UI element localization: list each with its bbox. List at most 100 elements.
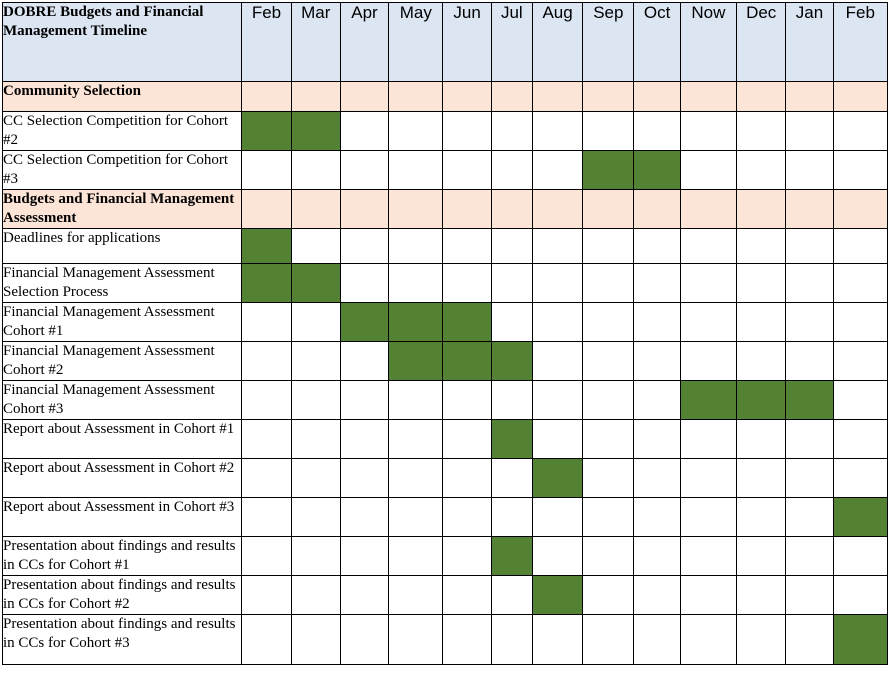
table-title: DOBRE Budgets and Financial Management T… bbox=[1, 2, 243, 82]
timeline-cell-active bbox=[679, 380, 738, 420]
timeline-cell bbox=[785, 263, 834, 303]
timeline-cell bbox=[679, 189, 738, 229]
task-row: CC Selection Competition for Cohort #2 bbox=[1, 111, 889, 151]
timeline-cell bbox=[832, 228, 889, 264]
month-header: May bbox=[388, 2, 444, 82]
timeline-cell bbox=[241, 189, 292, 229]
timeline-cell bbox=[785, 536, 834, 576]
timeline-cell-active bbox=[388, 302, 444, 342]
timeline-cell bbox=[339, 614, 390, 665]
timeline-cell bbox=[633, 341, 681, 381]
timeline-cell bbox=[531, 111, 584, 151]
month-header: Aug bbox=[531, 2, 584, 82]
timeline-cell-active bbox=[290, 111, 341, 151]
timeline-cell bbox=[679, 614, 738, 665]
header-row: DOBRE Budgets and Financial Management T… bbox=[1, 2, 889, 82]
timeline-cell bbox=[582, 419, 635, 459]
timeline-cell bbox=[241, 419, 292, 459]
timeline-cell bbox=[736, 536, 787, 576]
timeline-cell bbox=[490, 150, 533, 190]
timeline-cell bbox=[679, 302, 738, 342]
timeline-cell bbox=[785, 419, 834, 459]
task-row: Deadlines for applications bbox=[1, 228, 889, 264]
timeline-cell bbox=[442, 419, 492, 459]
timeline-cell bbox=[490, 263, 533, 303]
timeline-cell bbox=[388, 81, 444, 112]
timeline-cell bbox=[736, 111, 787, 151]
timeline-cell bbox=[241, 380, 292, 420]
task-row: Report about Assessment in Cohort #3 bbox=[1, 497, 889, 537]
timeline-cell bbox=[442, 614, 492, 665]
timeline-cell bbox=[785, 302, 834, 342]
month-header: Jun bbox=[442, 2, 492, 82]
task-label: Financial Management Assessment Selectio… bbox=[1, 263, 243, 303]
timeline-cell bbox=[736, 614, 787, 665]
timeline-cell bbox=[241, 575, 292, 615]
timeline-cell bbox=[442, 150, 492, 190]
timeline-cell bbox=[582, 189, 635, 229]
timeline-cell bbox=[290, 575, 341, 615]
month-header: Feb bbox=[832, 2, 889, 82]
timeline-cell bbox=[582, 81, 635, 112]
timeline-cell bbox=[490, 228, 533, 264]
timeline-cell bbox=[832, 419, 889, 459]
month-header: Now bbox=[679, 2, 738, 82]
timeline-cell bbox=[736, 419, 787, 459]
timeline-cell bbox=[290, 189, 341, 229]
timeline-cell bbox=[736, 228, 787, 264]
timeline-cell bbox=[736, 150, 787, 190]
timeline-cell bbox=[339, 111, 390, 151]
timeline-cell bbox=[633, 536, 681, 576]
timeline-cell bbox=[442, 81, 492, 112]
timeline-cell bbox=[582, 228, 635, 264]
timeline-cell bbox=[679, 341, 738, 381]
timeline-cell bbox=[633, 380, 681, 420]
timeline-cell bbox=[679, 228, 738, 264]
timeline-cell bbox=[388, 614, 444, 665]
timeline-cell bbox=[785, 189, 834, 229]
timeline-cell bbox=[442, 228, 492, 264]
task-label: Report about Assessment in Cohort #2 bbox=[1, 458, 243, 498]
timeline-cell bbox=[736, 497, 787, 537]
timeline-cell bbox=[388, 419, 444, 459]
timeline-cell-active bbox=[388, 341, 444, 381]
timeline-cell bbox=[582, 497, 635, 537]
timeline-cell bbox=[290, 81, 341, 112]
timeline-cell-active bbox=[442, 341, 492, 381]
timeline-cell bbox=[785, 458, 834, 498]
timeline-cell bbox=[679, 111, 738, 151]
timeline-cell bbox=[290, 458, 341, 498]
section-row: Community Selection bbox=[1, 81, 889, 112]
timeline-cell bbox=[832, 458, 889, 498]
timeline-cell bbox=[339, 575, 390, 615]
month-header: Apr bbox=[339, 2, 390, 82]
timeline-cell bbox=[241, 81, 292, 112]
timeline-cell bbox=[736, 302, 787, 342]
task-label: Deadlines for applications bbox=[1, 228, 243, 264]
timeline-cell bbox=[490, 189, 533, 229]
timeline-cell bbox=[832, 81, 889, 112]
timeline-cell bbox=[785, 341, 834, 381]
timeline-cell bbox=[531, 341, 584, 381]
timeline-cell bbox=[388, 458, 444, 498]
timeline-cell bbox=[490, 380, 533, 420]
timeline-cell bbox=[531, 536, 584, 576]
timeline-cell bbox=[490, 575, 533, 615]
timeline-cell bbox=[531, 189, 584, 229]
month-header: Oct bbox=[633, 2, 681, 82]
timeline-cell bbox=[388, 189, 444, 229]
task-row: Presentation about findings and results … bbox=[1, 575, 889, 615]
timeline-cell bbox=[832, 150, 889, 190]
timeline-cell bbox=[679, 263, 738, 303]
month-header: Feb bbox=[241, 2, 292, 82]
timeline-cell bbox=[633, 419, 681, 459]
timeline-cell bbox=[582, 263, 635, 303]
timeline-cell bbox=[633, 302, 681, 342]
task-row: Report about Assessment in Cohort #2 bbox=[1, 458, 889, 498]
timeline-cell-active bbox=[241, 263, 292, 303]
timeline-cell bbox=[339, 263, 390, 303]
timeline-cell-active bbox=[490, 341, 533, 381]
task-row: Financial Management Assessment Cohort #… bbox=[1, 302, 889, 342]
timeline-cell bbox=[832, 536, 889, 576]
timeline-cell bbox=[241, 458, 292, 498]
